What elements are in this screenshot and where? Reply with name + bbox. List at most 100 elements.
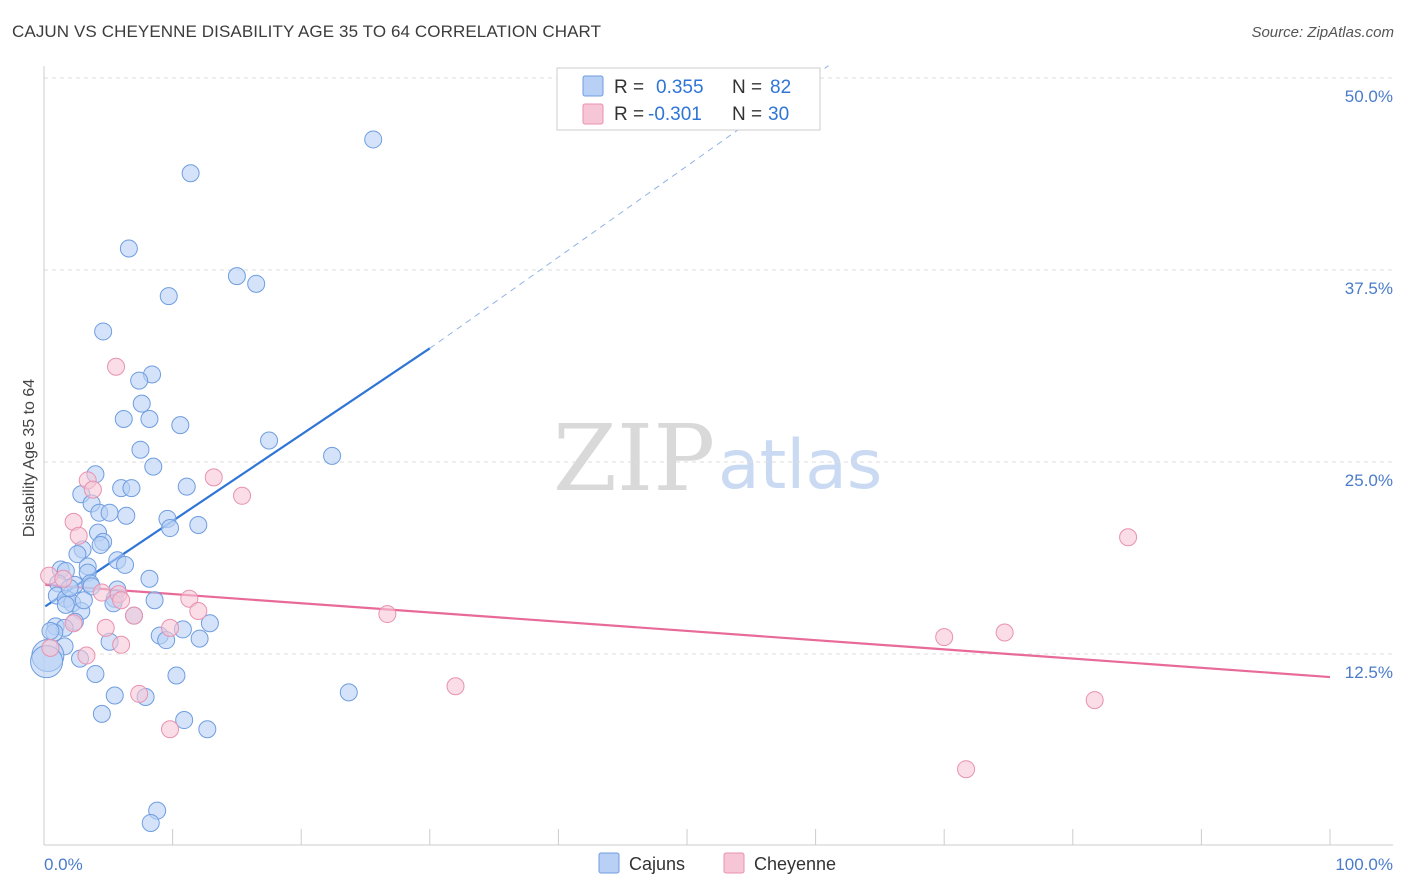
cajuns-point: [227, 267, 246, 286]
tick-labels: 12.5% 25.0% 37.5% 50.0% 0.0% 100.0%: [44, 87, 1393, 874]
cajuns-point: [159, 287, 178, 306]
cajuns-point: [119, 239, 138, 258]
cajuns-point: [171, 416, 190, 435]
cheyenne-point: [1119, 528, 1138, 547]
cajuns-point: [74, 591, 93, 610]
cheyenne-point: [92, 583, 111, 602]
cajuns-point: [247, 274, 266, 293]
cheyenne-point: [233, 486, 252, 505]
watermark-zip: ZIP: [553, 405, 715, 512]
cheyenne-point: [189, 601, 208, 620]
y-axis-label: Disability Age 35 to 64: [21, 379, 38, 537]
cheyenne-trend-line: [45, 583, 1331, 679]
cajuns-point: [198, 720, 217, 739]
series-cheyenne: [40, 357, 1138, 779]
cheyenne-point: [77, 646, 96, 665]
source-label: Source: ZipAtlas.com: [1251, 24, 1394, 41]
cheyenne-point: [112, 591, 131, 610]
cheyenne-point: [957, 760, 976, 779]
cajuns-point: [68, 545, 87, 564]
y-tick-label-3: 50.0%: [1345, 87, 1393, 106]
cheyenne-point: [125, 606, 144, 625]
cajuns-point: [131, 440, 150, 459]
cheyenne-point: [41, 638, 60, 657]
axes: [43, 66, 1393, 846]
cajuns-point: [167, 666, 186, 685]
cheyenne-point: [107, 357, 126, 376]
cajuns-point: [260, 431, 279, 450]
cajuns-point: [116, 555, 135, 574]
cajuns-point: [181, 164, 200, 183]
cheyenne-n-value: 30: [768, 104, 789, 125]
cajuns-point: [140, 569, 159, 588]
cheyenne-swatch: [582, 103, 604, 125]
cheyenne-point: [935, 628, 954, 647]
cajuns-point: [92, 704, 111, 723]
cheyenne-point: [54, 569, 73, 588]
cajuns-point: [91, 535, 110, 554]
cajuns-n-label: N =: [732, 77, 762, 98]
cajuns-swatch: [582, 75, 604, 97]
cajuns-r-label: R =: [614, 77, 644, 98]
cheyenne-point: [64, 614, 83, 633]
cajuns-point: [364, 130, 383, 149]
cajuns-point: [41, 621, 60, 640]
cheyenne-point: [112, 635, 131, 654]
cajuns-point: [86, 664, 105, 683]
legend-cajuns-swatch: [598, 852, 620, 874]
cheyenne-point: [161, 720, 180, 739]
legend-cheyenne-swatch: [723, 852, 745, 874]
cajuns-point: [140, 409, 159, 428]
y-tick-label-1: 25.0%: [1345, 471, 1393, 490]
series-cajuns: [30, 130, 383, 832]
cajuns-point: [122, 479, 141, 498]
cajuns-point: [56, 595, 75, 614]
cheyenne-point: [96, 618, 115, 637]
cheyenne-point: [204, 468, 223, 487]
cajuns-point: [145, 591, 164, 610]
cheyenne-n-label: N =: [732, 104, 762, 125]
cajuns-point: [189, 515, 208, 534]
cheyenne-point: [161, 618, 180, 637]
cajuns-point: [339, 683, 358, 702]
cajuns-point: [114, 409, 133, 428]
y-tick-label-2: 37.5%: [1345, 279, 1393, 298]
cajuns-point: [323, 446, 342, 465]
cajuns-point: [94, 322, 113, 341]
legend-cajuns-label: Cajuns: [629, 854, 685, 874]
x-tick-label-0: 0.0%: [44, 855, 83, 874]
cheyenne-point: [69, 526, 88, 545]
cajuns-point: [130, 371, 149, 390]
cajuns-point: [105, 686, 124, 705]
cheyenne-point: [180, 589, 199, 608]
series-legend: Cajuns Cheyenne: [598, 852, 836, 874]
cheyenne-point: [130, 684, 149, 703]
gridlines: [44, 77, 1393, 655]
x-tick-label-1: 100.0%: [1335, 855, 1393, 874]
legend-cheyenne-label: Cheyenne: [754, 854, 836, 874]
chart-title: CAJUN VS CHEYENNE DISABILITY AGE 35 TO 6…: [12, 22, 602, 41]
cajuns-point: [177, 477, 196, 496]
cajuns-point: [100, 503, 119, 522]
cajuns-point: [190, 629, 209, 648]
cajuns-point: [175, 711, 194, 730]
y-tick-label-0: 12.5%: [1345, 663, 1393, 682]
watermark-atlas: atlas: [718, 426, 882, 505]
cajuns-point: [200, 614, 219, 633]
cajuns-point: [117, 506, 136, 525]
cajuns-n-value: 82: [770, 77, 791, 98]
cheyenne-point: [83, 480, 102, 499]
stats-legend: R = 0.355 N = 82 R = -0.301 N = 30: [556, 67, 821, 131]
cheyenne-point: [995, 623, 1014, 642]
cheyenne-r-value: -0.301: [648, 104, 702, 125]
cajuns-point: [161, 519, 180, 538]
cheyenne-r-label: R =: [614, 104, 644, 125]
cajuns-point: [132, 394, 151, 413]
cheyenne-point: [1085, 691, 1104, 710]
cajuns-point: [144, 457, 163, 476]
cajuns-r-value: 0.355: [656, 77, 704, 98]
trend-lines: [44, 65, 1331, 679]
cheyenne-point: [446, 677, 465, 696]
cajuns-point: [141, 813, 160, 832]
